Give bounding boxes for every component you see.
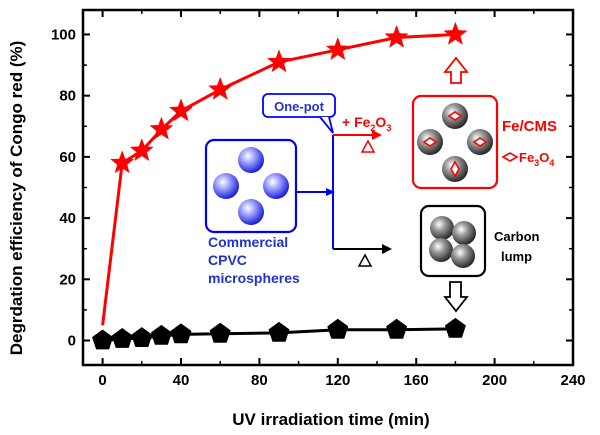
fecms-box bbox=[411, 94, 499, 190]
data-point bbox=[209, 322, 231, 343]
data-point bbox=[131, 327, 153, 347]
data-point bbox=[110, 150, 135, 174]
series-layer bbox=[92, 21, 468, 350]
fe2o3-label: + Fe2O3 bbox=[342, 114, 391, 133]
x-tick-label: 200 bbox=[482, 372, 507, 389]
x-tick-label: 160 bbox=[404, 372, 429, 389]
data-point bbox=[268, 321, 290, 342]
commercial-label-2: CPVC bbox=[208, 252, 247, 268]
y-tick-label: 60 bbox=[59, 149, 76, 166]
data-point bbox=[168, 98, 194, 122]
fe3o4-diamond-icon bbox=[472, 137, 488, 147]
cpvc-sphere bbox=[263, 173, 289, 199]
fe3o4-diamond-marks bbox=[422, 111, 488, 178]
carbon-sphere bbox=[452, 221, 476, 245]
data-point bbox=[92, 329, 114, 350]
up-arrow-icon bbox=[443, 56, 469, 84]
fe3o4-legend-icon bbox=[501, 152, 519, 162]
y-tick-label: 80 bbox=[59, 88, 76, 105]
series-line bbox=[101, 33, 456, 326]
y-tick-label: 0 bbox=[68, 333, 76, 350]
carbon-lump-box bbox=[419, 204, 487, 278]
carbon-sphere bbox=[430, 216, 454, 240]
data-point bbox=[444, 317, 466, 338]
x-tick-label: 80 bbox=[251, 372, 268, 389]
down-arrow-icon bbox=[443, 281, 469, 313]
commercial-label-3: microspheres bbox=[208, 270, 300, 286]
y-tick-label: 100 bbox=[51, 26, 76, 43]
carbon-sphere bbox=[451, 244, 475, 268]
series-line bbox=[102, 327, 456, 342]
fe3o4-diamond-icon bbox=[447, 111, 463, 121]
x-tick-label: 40 bbox=[173, 372, 190, 389]
cpvc-sphere bbox=[238, 199, 264, 225]
data-point bbox=[384, 24, 409, 48]
data-point bbox=[170, 323, 192, 344]
plot-frame bbox=[81, 8, 575, 367]
data-point bbox=[129, 138, 154, 162]
data-point bbox=[386, 318, 408, 339]
cpvc-sphere bbox=[238, 147, 264, 173]
heat-triangle-icon bbox=[360, 139, 376, 153]
red-branch-arrow-head bbox=[372, 130, 382, 140]
black-branch-arrow-head bbox=[382, 244, 392, 254]
data-point bbox=[325, 37, 350, 61]
fecms-label: Fe/CMS bbox=[502, 118, 557, 135]
data-point bbox=[149, 116, 174, 140]
x-tick-label: 120 bbox=[325, 372, 350, 389]
tick-labels: 0 40 80 120 160 200 240 0 20 40 60 80 100 bbox=[51, 26, 586, 389]
fe3o4-diamond-icon bbox=[450, 160, 460, 178]
series-star bbox=[101, 21, 468, 326]
y-tick-label: 40 bbox=[59, 210, 76, 227]
carbon-label-2: lump bbox=[501, 249, 532, 264]
series-pentagon bbox=[92, 317, 466, 350]
carbon-sphere bbox=[429, 238, 453, 262]
x-tick-label: 240 bbox=[560, 372, 585, 389]
data-point bbox=[150, 324, 172, 345]
data-point bbox=[327, 318, 349, 339]
branch-arrow-head bbox=[326, 188, 335, 196]
commercial-label-1: Commercial bbox=[208, 234, 288, 250]
carbon-label-1: Carbon bbox=[494, 229, 540, 244]
cpvc-box bbox=[204, 138, 298, 234]
one-pot-callout-pointer bbox=[319, 116, 334, 134]
axis-ticks bbox=[83, 10, 574, 365]
one-pot-label: One-pot bbox=[274, 99, 324, 114]
data-point bbox=[111, 328, 133, 348]
heat-triangle-icon bbox=[357, 253, 373, 267]
data-point bbox=[266, 49, 292, 73]
x-tick-label: 0 bbox=[98, 372, 106, 389]
y-axis-title: Degrdation efficiency of Congo red (%) bbox=[7, 41, 26, 356]
data-point bbox=[443, 21, 468, 45]
one-pot-callout bbox=[262, 93, 336, 118]
x-axis-title: UV irradiation time (min) bbox=[232, 410, 429, 429]
fe3o4-label: Fe3O4 bbox=[519, 150, 554, 168]
fe3o4-diamond-icon bbox=[422, 137, 438, 147]
data-point bbox=[208, 76, 233, 100]
cpvc-sphere bbox=[213, 173, 239, 199]
y-tick-label: 20 bbox=[59, 271, 76, 288]
